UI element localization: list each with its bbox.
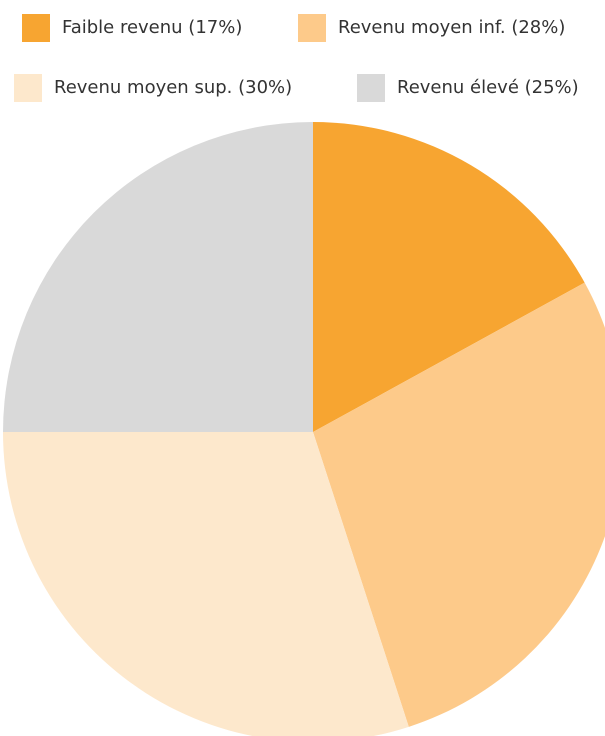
legend-swatch (357, 74, 385, 102)
legend-label: Revenu moyen sup. (30%) (54, 77, 292, 98)
legend-swatch (298, 14, 326, 42)
pie-slice (313, 282, 605, 727)
legend-label: Revenu élevé (25%) (397, 77, 579, 98)
pie-slice (3, 432, 409, 736)
legend-label: Revenu moyen inf. (28%) (338, 17, 565, 38)
legend-swatch (22, 14, 50, 42)
legend-label: Faible revenu (17%) (62, 17, 242, 38)
pie-slice (3, 122, 313, 432)
pie-slice (313, 122, 585, 432)
legend-swatch (14, 74, 42, 102)
